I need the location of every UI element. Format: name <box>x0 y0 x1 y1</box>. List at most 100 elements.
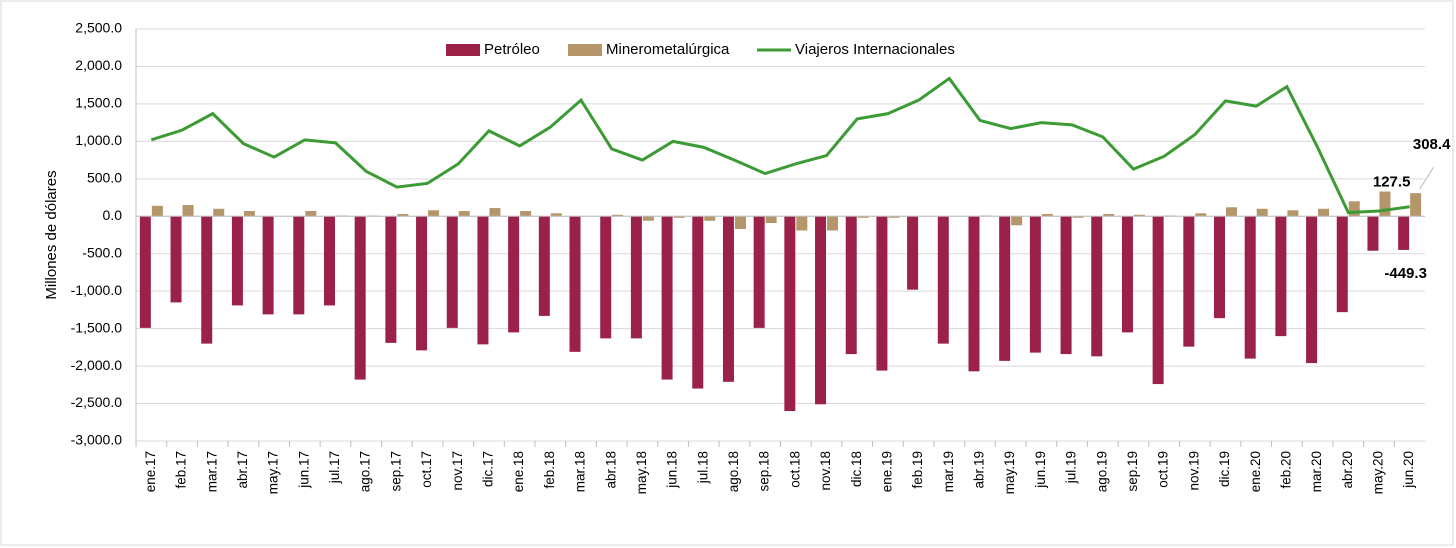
bar <box>151 205 163 217</box>
bar <box>1152 216 1164 385</box>
y-tick-label: 1,500.0 <box>75 95 122 111</box>
bar <box>642 216 654 221</box>
bar <box>845 216 857 355</box>
bar <box>323 216 335 306</box>
x-tick-label: sep.19 <box>1125 451 1140 492</box>
bar <box>999 216 1011 361</box>
bar <box>1318 208 1330 217</box>
x-tick-label: feb.17 <box>174 451 189 489</box>
bar <box>458 211 470 217</box>
bar <box>704 216 716 221</box>
bar <box>673 216 685 218</box>
bar <box>1183 216 1195 347</box>
bar <box>612 214 624 217</box>
legend-swatch <box>446 44 480 56</box>
x-tick-label: mar.17 <box>204 451 219 492</box>
line <box>150 76 1410 215</box>
bar <box>1379 191 1391 217</box>
y-tick-label: 0.0 <box>103 207 123 223</box>
y-tick-label: 2,500.0 <box>75 20 122 36</box>
bar <box>857 216 869 218</box>
x-tick-label: jun.20 <box>1401 451 1416 489</box>
bar <box>1348 201 1360 217</box>
data-label: -449.3 <box>1384 265 1427 282</box>
x-tick-label: dic.19 <box>1217 451 1232 487</box>
y-tick-label: -1,500.0 <box>71 319 123 335</box>
bar <box>753 216 765 328</box>
bar <box>569 216 581 352</box>
x-tick-label: oct.17 <box>419 451 434 488</box>
bar <box>354 216 366 380</box>
data-label: 308.4 <box>1413 136 1451 153</box>
bar <box>722 216 734 382</box>
bar <box>1060 216 1072 355</box>
bar <box>630 216 642 339</box>
bar <box>937 216 949 344</box>
bar <box>397 214 409 217</box>
x-tick-label: abr.18 <box>603 451 618 489</box>
y-tick-label: 500.0 <box>87 170 122 186</box>
x-tick-label: nov.17 <box>450 451 465 491</box>
bar <box>1410 193 1422 217</box>
x-tick-label: jun.19 <box>1033 451 1048 489</box>
bar <box>428 210 440 217</box>
bar <box>1214 216 1226 319</box>
x-tick-label: mar.20 <box>1309 451 1324 492</box>
x-tick-label: ago.18 <box>726 451 741 492</box>
bar <box>827 216 839 231</box>
x-tick-label: sep.18 <box>757 451 772 492</box>
y-tick-label: -2,000.0 <box>71 357 123 373</box>
x-tick-label: ene.20 <box>1248 451 1263 492</box>
bar <box>876 216 888 371</box>
bar <box>600 216 612 339</box>
bar <box>907 216 919 290</box>
y-tick-label: 1,000.0 <box>75 132 122 148</box>
x-tick-label: feb.19 <box>910 451 925 489</box>
x-tick-label: jun.17 <box>296 451 311 489</box>
bar <box>1121 216 1133 333</box>
bar <box>1029 216 1041 353</box>
x-tick-label: jul.17 <box>327 451 342 484</box>
x-tick-label: ago.17 <box>358 451 373 492</box>
bar <box>1367 216 1379 251</box>
x-tick-label: feb.20 <box>1278 451 1293 489</box>
bar <box>182 205 194 217</box>
bar <box>784 216 796 412</box>
x-tick-label: abr.19 <box>972 451 987 489</box>
bar <box>1256 208 1268 217</box>
bar <box>262 216 274 315</box>
bar <box>968 216 980 372</box>
x-tick-label: ene.17 <box>143 451 158 492</box>
x-tick-label: may.19 <box>1002 451 1017 494</box>
x-tick-label: oct.19 <box>1156 451 1171 488</box>
x-tick-label: abr.17 <box>235 451 250 489</box>
y-tick-label: -2,500.0 <box>71 394 123 410</box>
bar <box>765 216 777 224</box>
x-tick-label: jul.18 <box>695 451 710 484</box>
x-tick-label: sep.17 <box>388 451 403 492</box>
legend-swatch <box>568 44 602 56</box>
bar <box>1287 210 1299 217</box>
x-tick-label: abr.20 <box>1340 451 1355 489</box>
y-tick-label: -500.0 <box>82 244 122 260</box>
legend-label: Petróleo <box>484 41 540 58</box>
bar <box>1072 216 1084 218</box>
bar <box>1336 216 1348 313</box>
x-tick-label: may.20 <box>1371 451 1386 494</box>
x-tick-label: feb.18 <box>542 451 557 489</box>
bar <box>1226 207 1238 217</box>
x-tick-label: ene.19 <box>879 451 894 492</box>
bar <box>1133 214 1145 217</box>
bar <box>1011 216 1023 226</box>
bar <box>796 216 808 231</box>
x-tick-label: dic.17 <box>481 451 496 487</box>
bar <box>734 216 746 230</box>
bar <box>1103 214 1115 217</box>
x-tick-label: nov.19 <box>1186 451 1201 491</box>
bar <box>1041 214 1053 217</box>
bar <box>508 216 520 333</box>
bar <box>692 216 704 389</box>
y-axis-label: Millones de dólares <box>43 170 60 299</box>
x-tick-label: may.17 <box>266 451 281 494</box>
